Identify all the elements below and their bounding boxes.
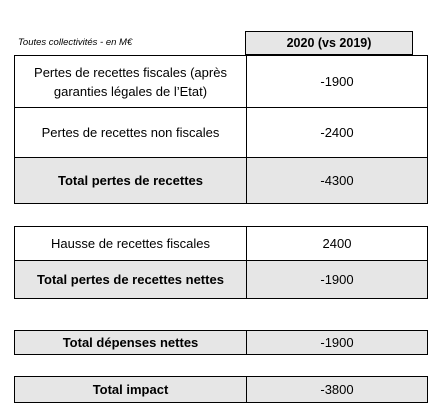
row-value-total-net-expenses: -1900	[246, 330, 428, 355]
row-value-non-fiscal-losses: -2400	[246, 107, 428, 158]
table-row-total: Total impact -3800	[14, 376, 428, 403]
table-caption: Toutes collectivités - en M€	[18, 37, 133, 48]
row-label-fiscal-losses: Pertes de recettes fiscales (après garan…	[14, 55, 247, 108]
table-row-total: Total dépenses nettes -1900	[14, 330, 428, 355]
table-row: Pertes de recettes fiscales (après garan…	[14, 55, 428, 108]
table-row: Hausse de recettes fiscales 2400	[14, 226, 428, 261]
row-value-fiscal-losses: -1900	[246, 55, 428, 108]
row-value-total-net-revenue-losses: -1900	[246, 260, 428, 299]
table-row: Pertes de recettes non fiscales -2400	[14, 107, 428, 158]
row-label-total-net-revenue-losses: Total pertes de recettes nettes	[14, 260, 247, 299]
row-value-fiscal-revenue-increase: 2400	[246, 226, 428, 261]
row-label-fiscal-revenue-increase: Hausse de recettes fiscales	[14, 226, 247, 261]
column-header-2020: 2020 (vs 2019)	[245, 31, 413, 55]
row-label-non-fiscal-losses: Pertes de recettes non fiscales	[14, 107, 247, 158]
revenue-losses-table: Pertes de recettes fiscales (après garan…	[14, 55, 428, 204]
row-value-total-impact: -3800	[246, 376, 428, 403]
row-value-total-revenue-losses: -4300	[246, 157, 428, 204]
total-impact-table: Total impact -3800	[14, 376, 428, 403]
table-row-total: Total pertes de recettes nettes -1900	[14, 260, 428, 299]
net-revenue-losses-table: Hausse de recettes fiscales 2400 Total p…	[14, 226, 428, 299]
row-label-total-net-expenses: Total dépenses nettes	[14, 330, 247, 355]
table-row-total: Total pertes de recettes -4300	[14, 157, 428, 204]
row-label-total-revenue-losses: Total pertes de recettes	[14, 157, 247, 204]
row-label-total-impact: Total impact	[14, 376, 247, 403]
net-expenses-table: Total dépenses nettes -1900	[14, 330, 428, 355]
